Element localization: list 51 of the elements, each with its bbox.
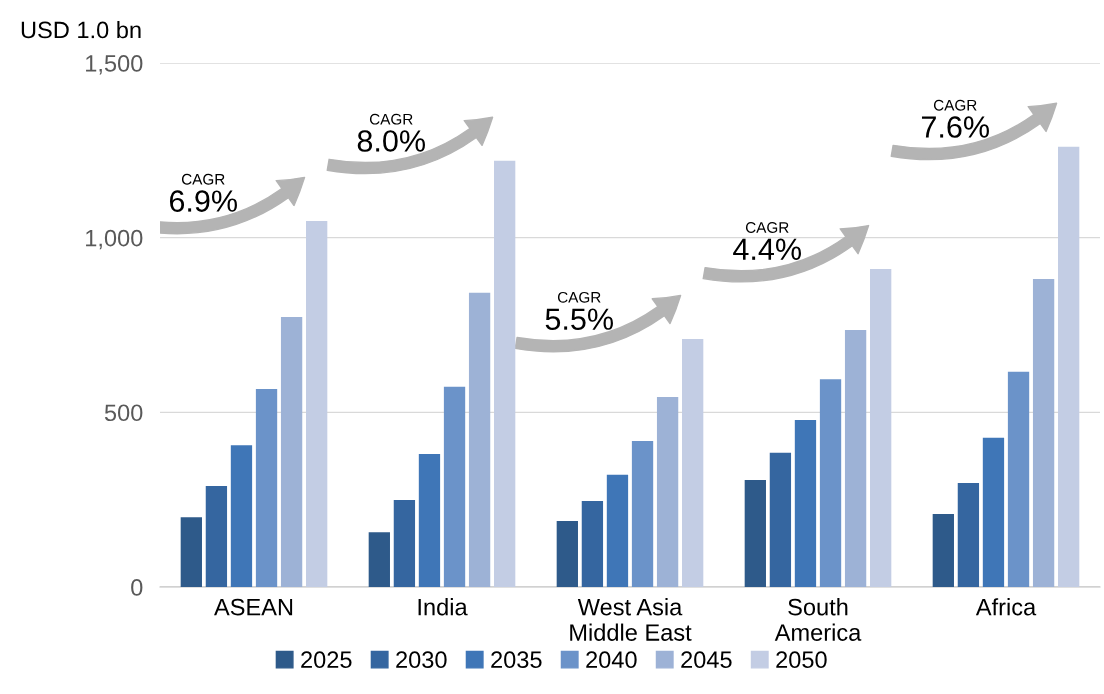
- bar: [180, 517, 202, 587]
- annotation: CAGR 8.0%: [357, 113, 425, 152]
- y-tick-label: 1,000: [86, 229, 143, 250]
- bar: [1058, 146, 1080, 587]
- bar: [280, 316, 303, 587]
- bar: [982, 437, 1005, 587]
- bar: [631, 440, 654, 587]
- bar: [606, 474, 629, 587]
- bar: [468, 292, 491, 587]
- y-axis-title: USD 1.0 bn: [21, 21, 141, 39]
- legend-label: 2045: [681, 651, 732, 669]
- legend-label: 2050: [776, 651, 827, 669]
- bar: [819, 379, 842, 587]
- bar: [393, 500, 416, 587]
- bar: [556, 520, 578, 587]
- annotation: CAGR 7.6%: [921, 99, 989, 138]
- bar: [418, 453, 441, 587]
- x-tick-label: South America: [774, 598, 862, 641]
- bar: [932, 513, 954, 587]
- bar: [682, 338, 704, 587]
- bar: [844, 329, 867, 587]
- x-tick-label: West Asia Middle East: [570, 598, 692, 641]
- y-tick-label: 500: [104, 404, 143, 422]
- bar: [255, 388, 278, 587]
- bar: [494, 160, 516, 587]
- x-tick-label: Africa: [975, 598, 1037, 616]
- y-tick-label: 1,500: [86, 55, 143, 75]
- bar: [1007, 371, 1030, 587]
- bar: [870, 269, 892, 587]
- x-tick-label: ASEAN: [214, 598, 293, 616]
- bar: [957, 482, 980, 587]
- y-tick-label: 0: [131, 579, 143, 596]
- bar: [205, 486, 228, 587]
- bar: [794, 420, 817, 587]
- legend-label: 2035: [491, 651, 542, 669]
- bar: [368, 532, 390, 587]
- bar: [306, 220, 328, 587]
- bar: [230, 445, 253, 587]
- bar: [769, 452, 792, 587]
- legend-label: 2025: [301, 651, 352, 669]
- annotation: CAGR 4.4%: [733, 222, 801, 260]
- bar: [443, 386, 466, 587]
- bar: [1032, 278, 1055, 587]
- legend-label: 2040: [586, 651, 637, 669]
- bar: [581, 501, 604, 587]
- annotation: CAGR 6.9%: [169, 173, 237, 212]
- x-tick-label: India: [418, 598, 468, 616]
- annotation: CAGR 5.5%: [545, 291, 613, 330]
- bar: [744, 480, 766, 587]
- legend-label: 2030: [396, 651, 447, 669]
- bar: [656, 396, 679, 587]
